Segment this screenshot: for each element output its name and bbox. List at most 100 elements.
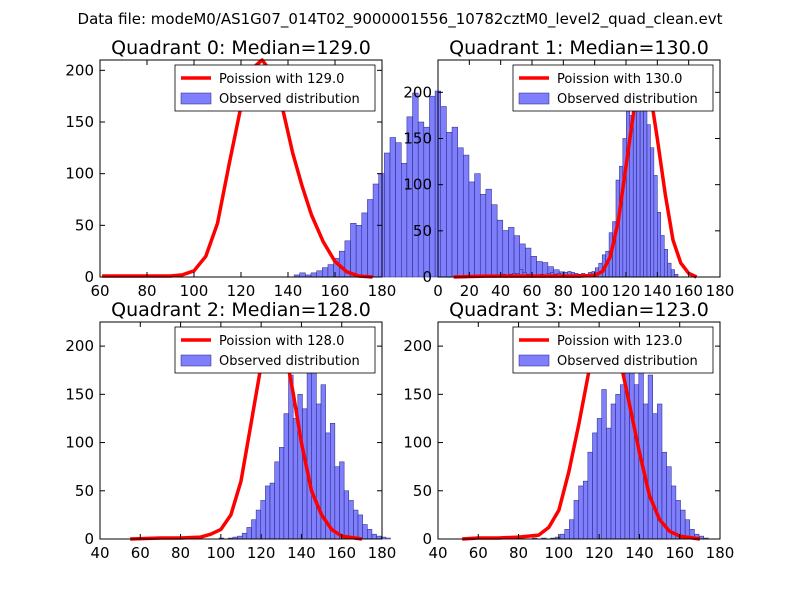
- histogram-bar: [246, 527, 252, 540]
- x-tick-label: 140: [274, 282, 303, 300]
- legend-bar-swatch: [180, 354, 212, 367]
- x-tick-label: 60: [90, 282, 109, 300]
- histogram-bar: [274, 461, 280, 540]
- histogram-bar: [316, 270, 323, 278]
- histogram-bar: [578, 485, 584, 540]
- y-tick-label: 50: [413, 482, 432, 500]
- subplot-0: Quadrant 0: Median=129.0 60 80 100 120 140 160…: [65, 37, 599, 300]
- histogram-bar: [657, 212, 662, 278]
- histogram-bar: [643, 110, 648, 278]
- y-tick-label: 0: [422, 268, 432, 286]
- histogram-bar: [457, 147, 464, 278]
- y-tick-label: 150: [65, 385, 94, 403]
- histogram-bar: [639, 92, 644, 278]
- histogram-bar: [629, 345, 635, 540]
- histogram-bar: [260, 500, 266, 540]
- histogram-bar: [362, 524, 368, 540]
- histogram-bar: [350, 223, 357, 278]
- histogram-bar: [269, 482, 275, 540]
- histogram-bar: [564, 529, 570, 540]
- y-tick-label: 200: [65, 337, 94, 355]
- subplot-3: Quadrant 3: Median=123.0 40 60 80 100 120 140 1…: [403, 299, 734, 562]
- histogram-bar: [626, 101, 631, 278]
- histogram-bar: [371, 533, 377, 540]
- histogram-bar: [650, 147, 655, 278]
- histogram-bar: [265, 485, 271, 540]
- legend: Poission with 128.0 Observed distribution: [174, 326, 376, 374]
- figure-title: Data file: modeM0/AS1G07_014T02_90000015…: [78, 10, 723, 29]
- legend-bar-label: Observed distribution: [219, 354, 360, 369]
- x-tick-label: 80: [137, 282, 156, 300]
- histogram-bar: [299, 272, 306, 278]
- y-tick-label: 150: [403, 129, 432, 147]
- histogram-bar: [283, 413, 289, 540]
- histogram-bar: [353, 509, 359, 540]
- histogram-bar: [638, 345, 644, 540]
- histogram-bar: [367, 199, 374, 278]
- legend-bar-label: Observed distribution: [219, 92, 360, 107]
- y-tick-label: 200: [65, 61, 94, 79]
- x-tick-label: 160: [321, 282, 350, 300]
- y-tick-label: 100: [403, 176, 432, 194]
- histogram-bar: [559, 533, 565, 540]
- histogram-bar: [646, 124, 651, 278]
- histogram-bar: [361, 212, 368, 278]
- y-tick-label: 0: [84, 268, 94, 286]
- x-tick-label: 60: [469, 544, 488, 562]
- x-tick-label: 60: [522, 282, 541, 300]
- histogram-bar: [569, 519, 575, 540]
- legend-bar-swatch: [180, 92, 212, 105]
- histogram-bar: [385, 537, 391, 540]
- histogram-bar: [610, 403, 616, 540]
- legend-line-label: Poission with 128.0: [219, 334, 344, 349]
- y-tick-label: 200: [403, 83, 432, 101]
- histogram-bar: [663, 249, 668, 278]
- x-tick-label: 120: [585, 544, 614, 562]
- x-tick-label: 120: [247, 544, 276, 562]
- histogram-bar: [508, 227, 515, 278]
- histogram-bar: [513, 235, 520, 278]
- x-tick-label: 60: [131, 544, 150, 562]
- histogram-bar: [479, 194, 487, 278]
- histogram-bar: [620, 384, 626, 540]
- histogram-bar: [573, 500, 579, 540]
- y-tick-label: 150: [403, 385, 432, 403]
- histogram-bar: [310, 272, 317, 278]
- histogram-bar: [327, 264, 334, 278]
- y-tick-label: 0: [84, 530, 94, 548]
- y-tick-label: 200: [403, 337, 432, 355]
- histogram-bar: [311, 369, 317, 540]
- legend-line-label: Poission with 123.0: [557, 334, 682, 349]
- legend-bar-label: Observed distribution: [557, 92, 698, 107]
- histogram-bar: [474, 173, 481, 278]
- x-tick-label: 180: [706, 282, 735, 300]
- subplot-title: Quadrant 0: Median=129.0: [111, 37, 371, 59]
- legend: Poission with 130.0 Observed distribution: [512, 64, 714, 112]
- x-tick-label: 20: [460, 282, 479, 300]
- histogram-bar: [279, 447, 285, 540]
- histogram-bar: [667, 262, 672, 278]
- histogram-bar: [355, 225, 363, 278]
- x-tick-label: 120: [227, 282, 256, 300]
- x-tick-label: 100: [180, 282, 209, 300]
- x-tick-label: 140: [287, 544, 316, 562]
- x-tick-label: 180: [368, 282, 397, 300]
- histogram-bar: [502, 230, 509, 278]
- x-tick-label: 80: [509, 544, 528, 562]
- x-tick-label: 40: [428, 544, 447, 562]
- histogram-bar: [357, 514, 363, 540]
- histogram-bar: [322, 267, 329, 278]
- histogram-bar: [367, 529, 373, 540]
- histogram-bar: [587, 451, 593, 540]
- histogram-bar: [339, 461, 345, 540]
- y-tick-label: 0: [422, 530, 432, 548]
- histogram-bar: [653, 175, 658, 278]
- x-tick-label: 140: [625, 544, 654, 562]
- histogram-bar: [601, 389, 607, 540]
- poisson-curve: [453, 67, 698, 279]
- histogram-bar: [652, 413, 658, 540]
- y-tick-label: 150: [65, 113, 94, 131]
- histogram-bar: [329, 423, 336, 540]
- histogram-bar: [316, 403, 322, 540]
- histogram-bar: [485, 188, 492, 278]
